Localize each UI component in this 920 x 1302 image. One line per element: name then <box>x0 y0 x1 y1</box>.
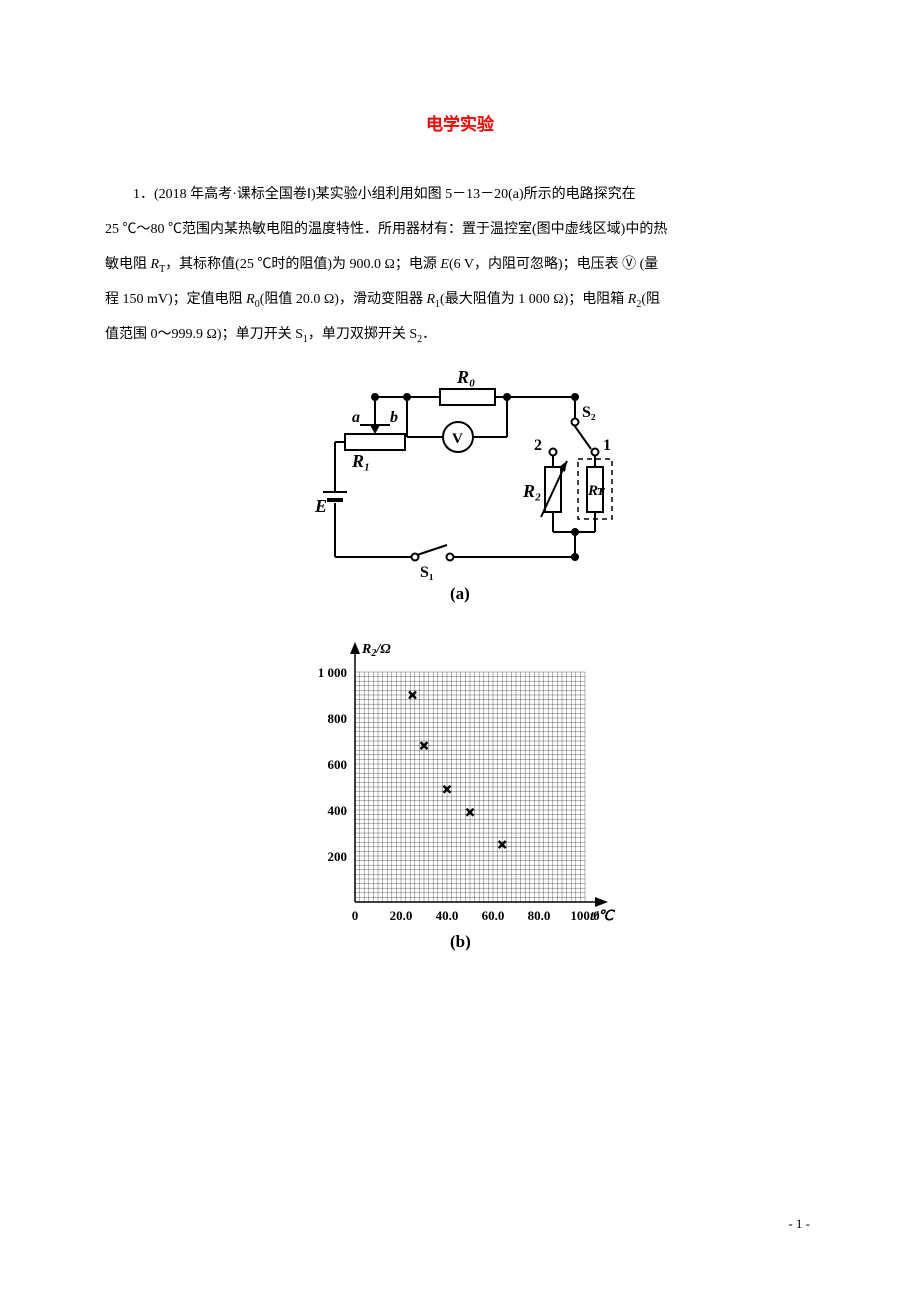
circuit-caption: (a) <box>450 584 470 603</box>
label-RT: Rᴛ <box>587 483 605 499</box>
chart-ylabel: R2/Ω <box>361 642 391 659</box>
svg-text:400: 400 <box>328 803 348 818</box>
svg-text:600: 600 <box>328 757 348 772</box>
svg-text:800: 800 <box>328 711 348 726</box>
circuit-diagram: R₀ a b R₁ E S₁ <box>295 367 625 627</box>
label-R0: R₀ <box>456 367 475 387</box>
label-1: 1 <box>603 437 611 454</box>
title-text: 电学实验 <box>426 115 494 134</box>
label-a: a <box>352 409 360 426</box>
para-line2: 25 ℃～80 ℃范围内某热敏电阻的温度特性．所用器材有：置于温控室(图中虚线区… <box>105 222 667 237</box>
ytick-labels: 200 400 600 800 1 000 <box>318 665 347 864</box>
svg-text:200: 200 <box>328 849 348 864</box>
label-E: E <box>314 496 327 516</box>
svg-text:60.0: 60.0 <box>482 908 505 923</box>
label-S1: S₁ <box>420 564 434 581</box>
paragraph-text: 1．(2018 年高考·课标全国卷Ⅰ)某实验小组利用如图 5－13－20(a)所… <box>105 177 815 212</box>
scatter-chart: R2/Ω t/℃ 2004006008001 000 020.040.060.0… <box>290 637 630 957</box>
chart-caption: (b) <box>450 932 471 951</box>
svg-text:80.0: 80.0 <box>528 908 551 923</box>
label-S2: S₂ <box>582 404 596 421</box>
label-2: 2 <box>534 437 542 454</box>
xtick-labels: 0 20.0 40.0 60.0 80.0 100.0 <box>352 908 600 923</box>
label-R2: R₂ <box>522 481 541 501</box>
para-line4: 程 150 mV)；定值电阻 R0(阻值 20.0 Ω)，滑动变阻器 R1(最大… <box>105 292 660 307</box>
paragraph-1: 1．(2018 年高考·课标全国卷Ⅰ)某实验小组利用如图 5－13－20(a)所… <box>105 177 815 352</box>
svg-text:100.0: 100.0 <box>570 908 599 923</box>
label-b: b <box>390 409 398 426</box>
svg-text:40.0: 40.0 <box>436 908 459 923</box>
svg-text:20.0: 20.0 <box>390 908 413 923</box>
chart-grid <box>355 672 585 902</box>
svg-text:0: 0 <box>352 908 359 923</box>
q-number: 1．(2018 年高考·课标全国卷Ⅰ)某实验小组利用如图 5－13－20(a)所… <box>133 187 636 202</box>
para-line3: 敏电阻 RT，其标称值(25 ℃时的阻值)为 900.0 Ω；电源 E(6 V，… <box>105 257 658 272</box>
label-R1: R₁ <box>351 451 370 471</box>
voltmeter-symbol: V <box>452 431 463 447</box>
page-title: 电学实验 <box>105 110 815 135</box>
svg-text:1 000: 1 000 <box>318 665 347 680</box>
page-number: - 1 - <box>788 1216 810 1232</box>
para-line5: 值范围 0～999.9 Ω)；单刀开关 S1，单刀双掷开关 S2． <box>105 327 436 342</box>
scatter-points <box>409 692 506 849</box>
